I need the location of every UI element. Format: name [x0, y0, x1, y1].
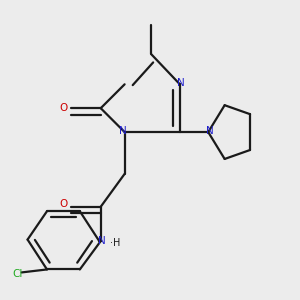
Text: O: O — [59, 103, 68, 113]
Text: N: N — [98, 236, 106, 246]
Text: ·H: ·H — [110, 238, 120, 248]
Text: N: N — [206, 126, 214, 136]
Text: N: N — [119, 126, 127, 136]
Text: O: O — [59, 199, 68, 209]
Text: Cl: Cl — [13, 269, 23, 279]
Text: N: N — [178, 78, 185, 88]
